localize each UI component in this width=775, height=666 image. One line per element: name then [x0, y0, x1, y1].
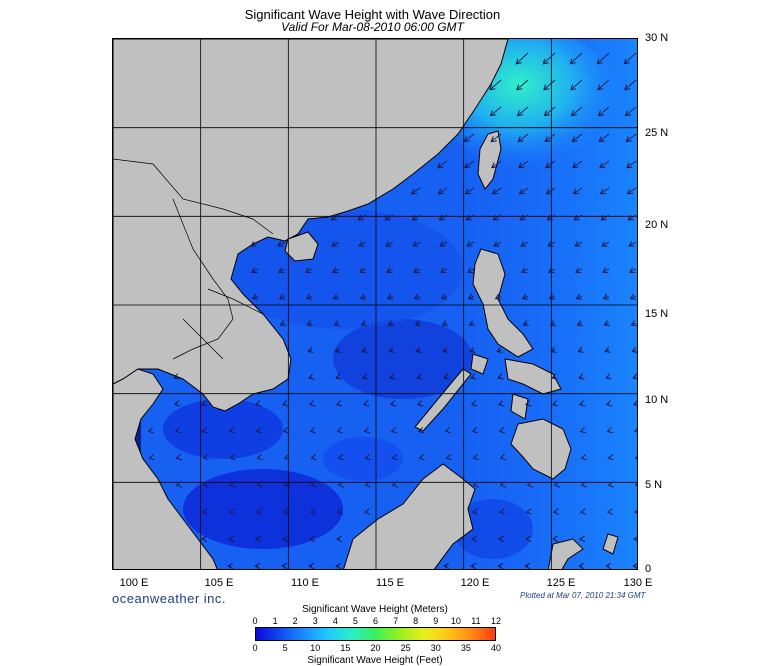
wave-height-map: [112, 38, 638, 570]
legend-meter-tick: 11: [466, 616, 486, 626]
legend-feet-tick: 5: [275, 643, 295, 653]
wave-direction-arrow: [364, 404, 366, 405]
lon-label-115e: 115 E: [365, 577, 415, 589]
wave-direction-arrow: [337, 404, 339, 405]
legend-feet-tick: 25: [396, 643, 416, 653]
legend-meter-tick: 3: [305, 616, 325, 626]
lon-label-120e: 120 E: [450, 577, 500, 589]
legend-meter-tick: 5: [345, 616, 365, 626]
wave-direction-arrow: [256, 404, 258, 405]
lat-label-15n: 15 N: [645, 308, 668, 320]
legend-meter-tick: 2: [285, 616, 305, 626]
legend-feet-tick: 30: [426, 643, 446, 653]
lat-label-0: 0: [645, 563, 651, 575]
wave-direction-arrow: [283, 404, 285, 405]
lat-label-10n: 10 N: [645, 394, 668, 406]
legend-feet-tick: 20: [366, 643, 386, 653]
lon-label-100e: 100 E: [109, 577, 159, 589]
map-subtitle: Valid For Mar-08-2010 06:00 GMT: [0, 21, 745, 34]
legend-feet-tick: 40: [486, 643, 506, 653]
wave-direction-arrow: [499, 404, 501, 405]
wave-direction-arrow: [526, 404, 528, 405]
wave-direction-arrow: [310, 404, 312, 405]
legend-meter-tick: 4: [325, 616, 345, 626]
legend-feet-tick: 35: [456, 643, 476, 653]
legend-meter-tick: 6: [366, 616, 386, 626]
wave-direction-arrow: [580, 404, 582, 405]
wave-direction-arrow: [472, 404, 474, 405]
wave-direction-arrow: [634, 404, 636, 405]
legend-meter-tick: 12: [486, 616, 506, 626]
lat-label-20n: 20 N: [645, 219, 668, 231]
legend-meter-tick: 0: [245, 616, 265, 626]
wave-direction-arrow: [202, 404, 204, 405]
legend-feet-tick: 10: [305, 643, 325, 653]
legend-feet-tick: 0: [245, 643, 265, 653]
legend-color-bar: [255, 627, 496, 641]
lon-label-125e: 125 E: [536, 577, 586, 589]
lat-label-30n: 30 N: [645, 32, 668, 44]
oceanweather-logo: oceanweather inc.: [112, 591, 226, 606]
legend-feet-tick: 15: [335, 643, 355, 653]
lat-label-5n: 5 N: [645, 479, 662, 491]
plotted-timestamp: Plotted at Mar 07, 2010 21:34 GMT: [520, 591, 645, 600]
legend-meter-tick: 8: [406, 616, 426, 626]
legend-meter-tick: 9: [426, 616, 446, 626]
wave-direction-arrow: [418, 404, 420, 405]
wave-direction-arrow: [391, 404, 393, 405]
legend-title-feet: Significant Wave Height (Feet): [255, 655, 495, 666]
legend-meter-tick: 7: [386, 616, 406, 626]
wave-direction-arrow: [175, 404, 177, 405]
legend-meter-tick: 10: [446, 616, 466, 626]
legend-meter-tick: 1: [265, 616, 285, 626]
wave-direction-arrow: [553, 404, 555, 405]
legend-title-meters: Significant Wave Height (Meters): [255, 604, 495, 615]
wave-direction-arrow: [607, 404, 609, 405]
lon-label-110e: 110 E: [280, 577, 330, 589]
lat-label-25n: 25 N: [645, 127, 668, 139]
lon-label-105e: 105 E: [194, 577, 244, 589]
lon-label-130e: 130 E: [613, 577, 663, 589]
